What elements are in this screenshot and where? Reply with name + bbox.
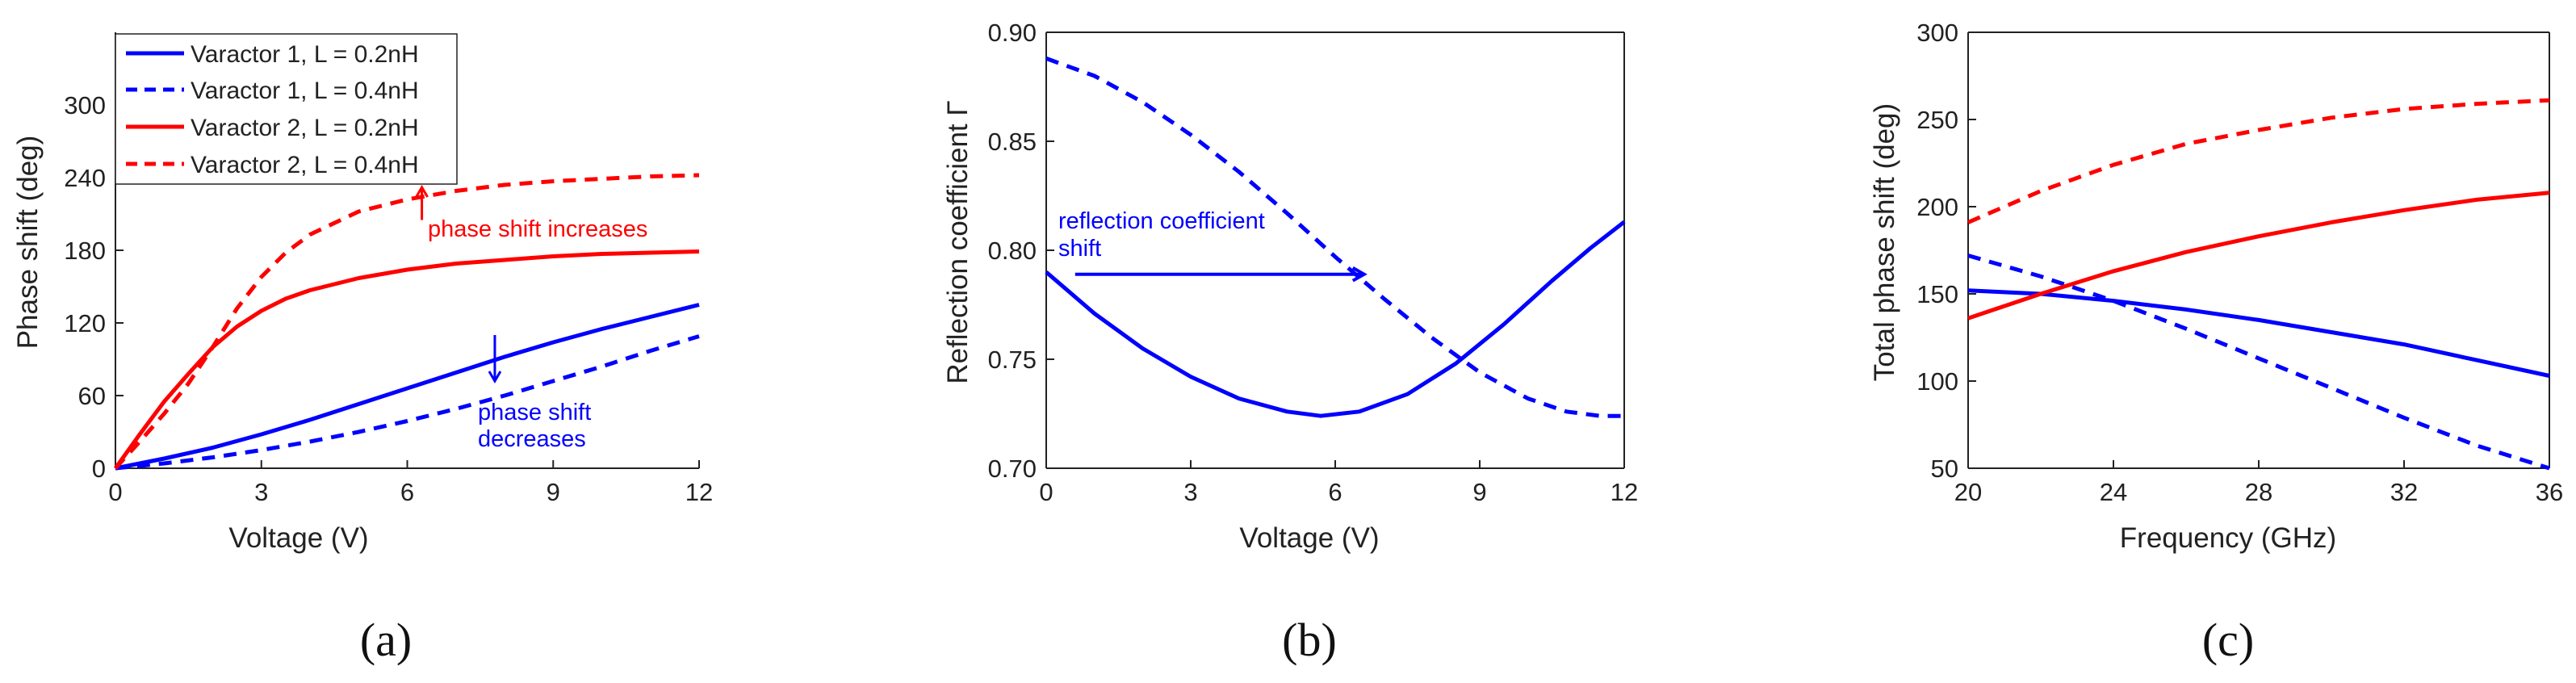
chart-b-xtick-label: 3	[1183, 478, 1197, 506]
chart-b-annotation-0-arrow-head	[1351, 266, 1368, 283]
chart-a-series-layer	[113, 173, 700, 471]
chart-b-ytick-label: 0.90	[988, 19, 1037, 47]
chart-c-ytick-label: 200	[1916, 193, 1958, 221]
chart-b: 0 3 6 9 12 0.70 0.75 0.80 0.85 0.90 reflection co…	[942, 19, 1638, 666]
chart-c-xtick-label: 36	[2536, 478, 2563, 506]
chart-c-ylabel: Total phase shift (deg)	[1869, 103, 1900, 381]
chart-b-ytick-label: 0.80	[988, 237, 1037, 265]
panel-label-c: (c)	[2202, 614, 2254, 666]
chart-a-xtick-label: 3	[254, 478, 268, 506]
chart-b-xtick-label: 9	[1472, 478, 1486, 506]
chart-b-ylabel: Reflection coefficient Γ	[942, 100, 974, 383]
chart-a-xtick-label: 9	[547, 478, 560, 506]
chart-a-ytick-label: 60	[78, 382, 106, 410]
chart-b-axes: 0 3 6 9 12 0.70 0.75 0.80 0.85 0.90	[988, 19, 1639, 506]
chart-c-ytick-label: 150	[1916, 280, 1958, 308]
panel-label-b: (b)	[1282, 614, 1337, 666]
chart-a-ytick-label: 300	[64, 91, 106, 119]
panel-label-a: (a)	[360, 614, 412, 666]
chart-b-xtick-label: 0	[1039, 478, 1053, 506]
chart-a-ytick-label: 120	[64, 309, 106, 337]
chart-a-ytick-label: 0	[92, 455, 106, 483]
chart-a-annotations: phase shift increases phase shiftdecrease…	[415, 185, 647, 452]
chart-b-ytick-label: 0.75	[988, 346, 1037, 374]
chart-b-xlabel: Voltage (V)	[1239, 522, 1379, 554]
chart-c-ytick-label: 250	[1916, 106, 1958, 134]
chart-a-ytick-label: 240	[64, 164, 106, 192]
chart-c-series-line-3	[1967, 98, 2550, 224]
legend-box	[115, 33, 458, 185]
chart-c-series-line-2	[1967, 191, 2550, 321]
chart-a-xtick-label: 0	[108, 478, 122, 506]
chart-c-xtick-label: 20	[1954, 478, 1982, 506]
chart-b-annotation-0-line-0: reflection coefficient	[1058, 208, 1265, 234]
chart-b-annotation-0-line-1: shift	[1058, 236, 1101, 262]
chart-a-ylabel: Phase shift (deg)	[12, 136, 44, 350]
chart-c-xtick-label: 32	[2390, 478, 2418, 506]
chart-c-axes: 20 24 28 32 36 50 100 150 200 250 300	[1916, 19, 2563, 506]
chart-b-series-line-0	[1045, 220, 1626, 418]
chart-b-series-line-1	[1045, 57, 1624, 418]
chart-a-annotation-1-line-1: decreases	[478, 426, 586, 452]
chart-a-series-line-0	[115, 303, 700, 471]
chart-a-xtick-label: 6	[400, 478, 414, 506]
chart-c-xlabel: Frequency (GHz)	[2120, 522, 2336, 554]
legend-label-3: Varactor 2, L = 0.4nH	[191, 152, 419, 178]
chart-c: 20 24 28 32 36 50 100 150 200 250 300 Frequency (G…	[1869, 19, 2563, 666]
chart-b-ytick-label: 0.85	[988, 128, 1037, 156]
chart-a-xtick-label: 12	[685, 478, 713, 506]
chart-c-xtick-label: 24	[2100, 478, 2127, 506]
legend-label-2: Varactor 2, L = 0.2nH	[191, 115, 419, 141]
chart-c-ytick-label: 300	[1916, 19, 1958, 47]
chart-b-xtick-label: 12	[1611, 478, 1638, 506]
chart-a-annotation-1-line-0: phase shift	[478, 400, 591, 425]
chart-c-series-line-1	[1967, 254, 2550, 471]
chart-a-series-line-2	[113, 249, 700, 470]
legend-label-0: Varactor 1, L = 0.2nH	[191, 41, 419, 68]
chart-b-xtick-label: 6	[1328, 478, 1342, 506]
chart-c-ytick-label: 50	[1931, 455, 1958, 483]
chart-a-ytick-label: 180	[64, 237, 106, 265]
chart-a-series-line-3	[114, 173, 700, 470]
chart-a-xlabel: Voltage (V)	[228, 522, 368, 554]
chart-a-legend: Varactor 1, L = 0.2nH Varactor 1, L = 0.…	[115, 33, 458, 185]
chart-c-ytick-label: 100	[1916, 367, 1958, 396]
chart-c-xtick-label: 28	[2245, 478, 2272, 506]
chart-a-annotation-1-arrow-head	[488, 371, 502, 383]
legend-label-1: Varactor 1, L = 0.4nH	[191, 78, 419, 104]
chart-b-series-layer	[1045, 57, 1626, 418]
chart-c-series-layer	[1967, 98, 2550, 471]
chart-a-annotation-0-text: phase shift increases	[428, 216, 647, 242]
chart-a-annotation-0-arrow-head	[415, 185, 429, 198]
chart-b-ytick-label: 0.70	[988, 455, 1037, 483]
chart-a-series-line-1	[115, 334, 700, 471]
chart-c-series-line-0	[1967, 288, 2550, 378]
